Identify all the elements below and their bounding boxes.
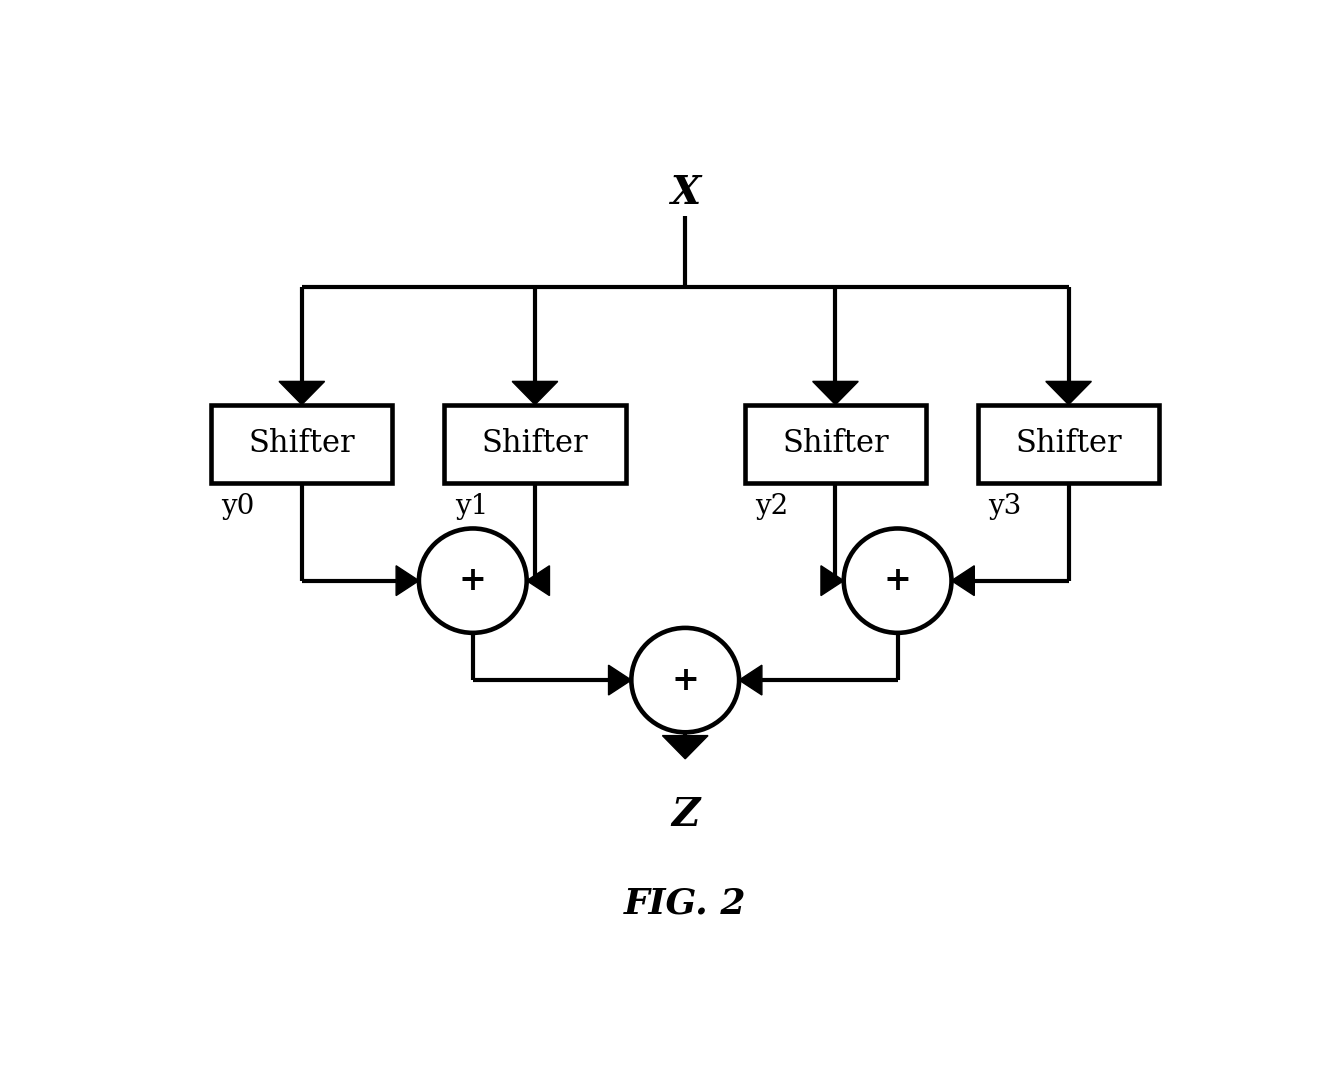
Text: Shifter: Shifter [782,428,889,459]
Polygon shape [279,381,325,405]
Ellipse shape [844,528,952,633]
Polygon shape [512,381,558,405]
Polygon shape [821,566,844,596]
Polygon shape [527,566,550,596]
Bar [745,405,927,483]
Polygon shape [813,381,858,405]
Text: +: + [884,564,912,597]
Ellipse shape [418,528,527,633]
Text: y1: y1 [455,493,488,521]
Text: +: + [459,564,487,597]
Text: Shifter: Shifter [249,428,356,459]
Polygon shape [952,566,975,596]
Text: Shifter: Shifter [481,428,588,459]
Text: y0: y0 [222,493,255,521]
Text: +: + [671,664,699,696]
Text: Z: Z [671,796,699,834]
Polygon shape [608,665,631,695]
Ellipse shape [631,628,739,733]
Text: y2: y2 [755,493,789,521]
Polygon shape [739,665,762,695]
Bar [444,405,626,483]
Polygon shape [662,736,709,759]
Polygon shape [1046,381,1091,405]
Text: X: X [670,174,701,212]
Text: y3: y3 [988,493,1021,521]
Bar [977,405,1159,483]
Bar [211,405,393,483]
Polygon shape [396,566,418,596]
Text: Shifter: Shifter [1015,428,1122,459]
Text: FIG. 2: FIG. 2 [624,887,746,921]
